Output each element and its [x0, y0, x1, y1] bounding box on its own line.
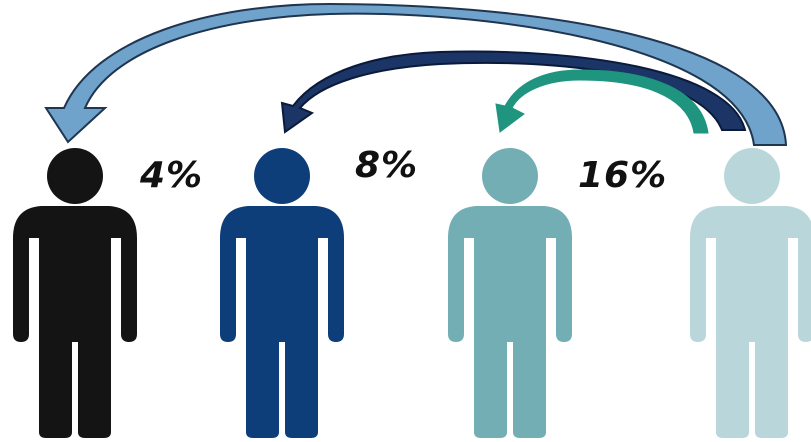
percent-label-4: 4%: [140, 155, 204, 196]
arrow-long: [44, 2, 788, 146]
person-dark-blue-figure: [220, 148, 344, 438]
person-teal: [448, 148, 572, 438]
percent-label-16: 16%: [578, 155, 668, 196]
percent-label-8: 8%: [355, 145, 419, 186]
person-pale-teal-figure: [690, 148, 811, 438]
person-dark-blue: [220, 148, 344, 438]
person-black: [13, 148, 137, 438]
arrow-short: [495, 69, 709, 134]
person-teal-figure: [448, 148, 572, 438]
person-black-figure: [13, 148, 137, 438]
person-pale-teal: [690, 148, 811, 438]
arrow-medium: [280, 50, 747, 134]
